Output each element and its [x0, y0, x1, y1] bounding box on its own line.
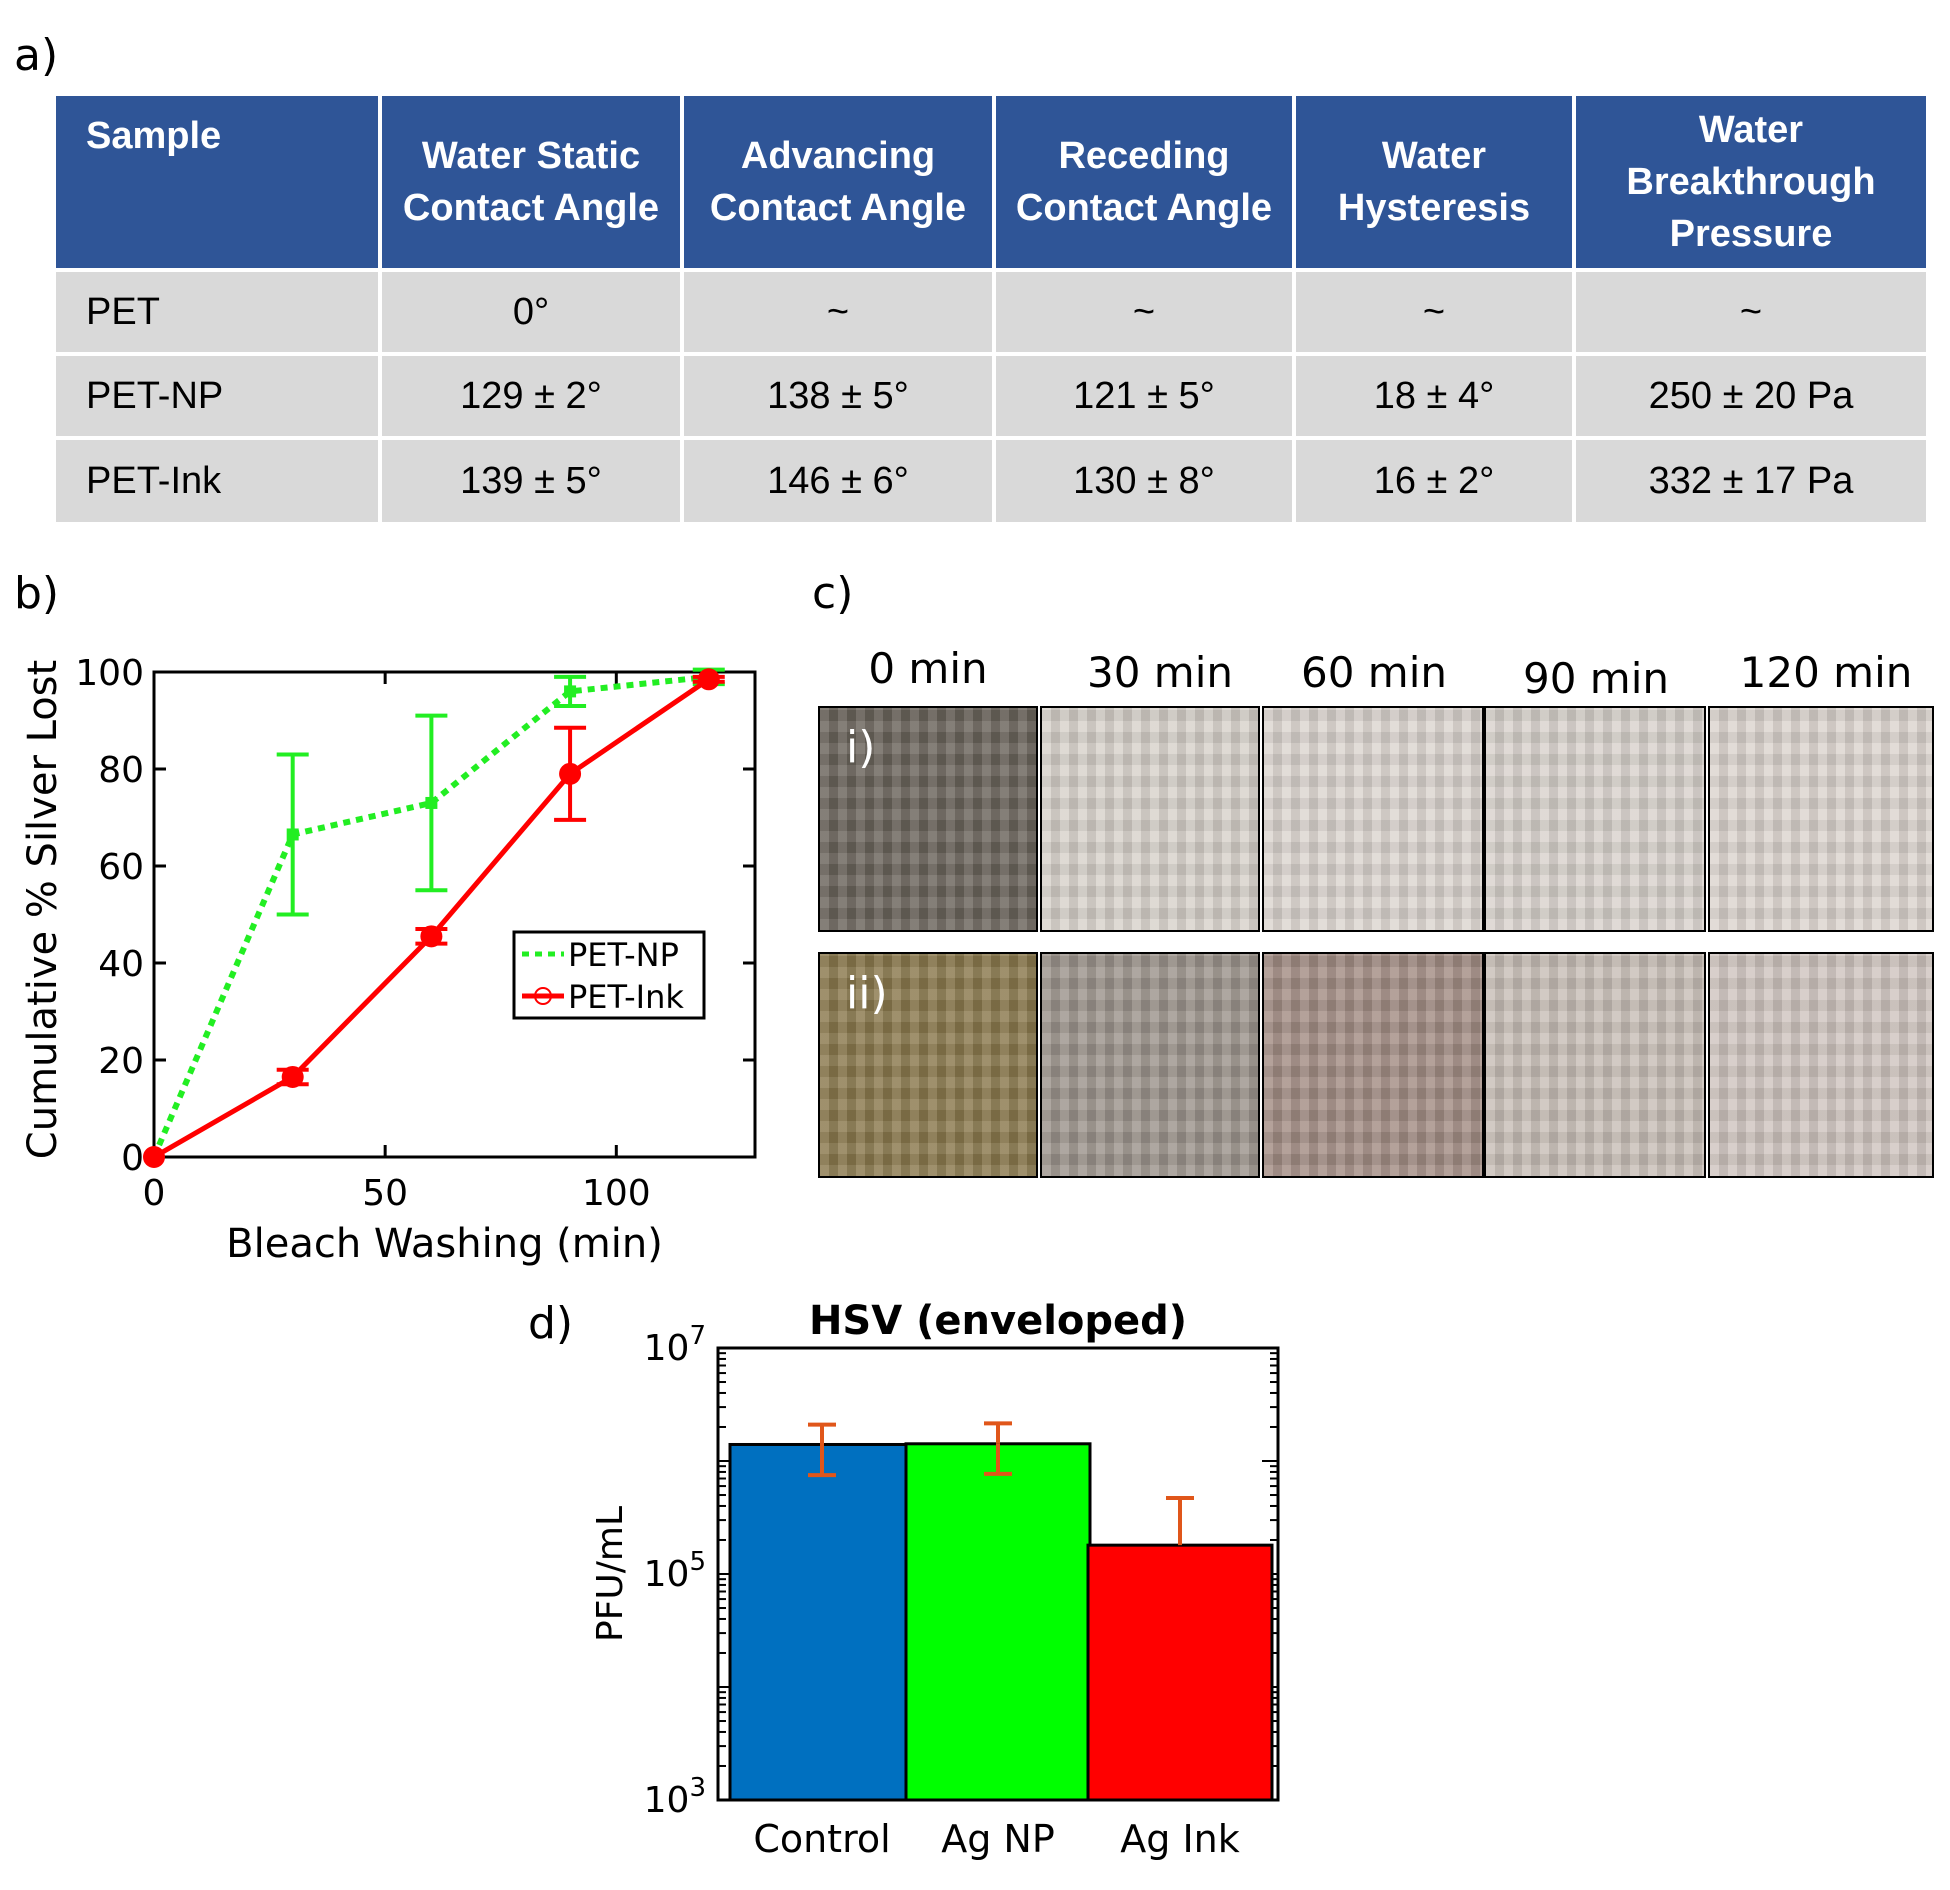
table-cell: 129 ± 2° [380, 352, 684, 438]
table-cell: 18 ± 4° [1294, 352, 1576, 438]
table-cell: PET [56, 268, 382, 354]
table-cell: PET-NP [56, 352, 382, 438]
time-label: 60 min [1301, 648, 1447, 697]
fabric-photo-tile: i) [818, 706, 1038, 932]
data-point [281, 1065, 304, 1088]
panel-label-c: c) [812, 568, 854, 619]
time-label: 30 min [1087, 648, 1233, 697]
panel-label-d: d) [528, 1298, 574, 1349]
table-cell: 0° [380, 268, 684, 354]
panel-label-b: b) [14, 568, 60, 619]
legend-label: PET-Ink [568, 978, 684, 1016]
table-header-cell: Water Breakthrough Pressure [1574, 96, 1926, 270]
table-header-row: Sample Water Static Contact Angle Advanc… [56, 96, 1926, 270]
bar-ag-ink [1086, 1543, 1274, 1802]
sample-row-label: i) [846, 722, 876, 773]
contact-angle-table: Sample Water Static Contact Angle Advanc… [56, 96, 1926, 522]
y-tick-label: 105 [644, 1547, 706, 1595]
table-row: PET-Ink 139 ± 5° 146 ± 6° 130 ± 8° 16 ± … [56, 436, 1926, 522]
table-cell: 16 ± 2° [1294, 436, 1576, 522]
table-cell: 138 ± 5° [682, 352, 996, 438]
table-row: PET 0° ~ ~ ~ ~ [56, 268, 1926, 354]
fabric-photo-tile: ii) [818, 952, 1038, 1178]
table-cell: 121 ± 5° [994, 352, 1296, 438]
fabric-photo-tile [1262, 952, 1484, 1178]
x-tick-label: 50 [362, 1173, 408, 1214]
data-point [564, 685, 577, 698]
bar-control [728, 1442, 916, 1802]
table-cell: 250 ± 20 Pa [1574, 352, 1926, 438]
x-tick-label: Control [753, 1817, 890, 1861]
y-tick-label: 80 [98, 750, 144, 791]
plot-frame [152, 670, 757, 1159]
bleach-washing-image-grid: 0 min 30 min 60 min 90 min 120 min i) ii) [818, 640, 1938, 1200]
y-tick-label-base: 10 [644, 1328, 690, 1369]
y-tick-label: 40 [98, 944, 144, 985]
table-cell: 332 ± 17 Pa [1574, 436, 1926, 522]
y-tick-label-base: 10 [644, 1554, 690, 1595]
y-tick-label-exponent: 5 [689, 1547, 706, 1577]
x-tick-label: Ag Ink [1120, 1817, 1240, 1861]
data-point [697, 668, 720, 691]
y-axis-label: PFU/mL [590, 1506, 631, 1642]
chart-title: HSV (enveloped) [809, 1298, 1187, 1344]
y-tick-label: 103 [644, 1773, 706, 1821]
y-tick-label-base: 10 [644, 1780, 690, 1821]
panel-label-a: a) [14, 30, 59, 81]
table-cell: ~ [994, 268, 1296, 354]
fabric-photo-tile [1708, 952, 1934, 1178]
table-cell: ~ [1574, 268, 1926, 354]
legend-label: PET-NP [568, 936, 679, 974]
y-tick-label: 100 [75, 653, 144, 694]
table-header-cell: Water Static Contact Angle [380, 96, 684, 270]
fabric-photo-tile [1708, 706, 1934, 932]
bar-ag-np [904, 1442, 1092, 1802]
x-tick-label: 100 [582, 1173, 651, 1214]
time-label: 0 min [868, 644, 988, 693]
y-tick-label: 0 [121, 1138, 144, 1179]
x-tick-label: 0 [143, 1173, 166, 1214]
fabric-photo-tile [1262, 706, 1484, 932]
data-point [286, 828, 299, 841]
table-cell: ~ [1294, 268, 1576, 354]
y-axis-label: Cumulative % Silver Lost [20, 660, 66, 1159]
table-row: PET-NP 129 ± 2° 138 ± 5° 121 ± 5° 18 ± 4… [56, 352, 1926, 438]
fabric-photo-tile [1484, 952, 1706, 1178]
series-line-pet-np [151, 673, 710, 1159]
y-tick-label: 20 [98, 1041, 144, 1082]
y-tick-label: 107 [644, 1321, 706, 1369]
table-header-cell: Receding Contact Angle [994, 96, 1296, 270]
x-tick-label: Ag NP [941, 1817, 1055, 1861]
fabric-photo-tile [1040, 952, 1260, 1178]
y-tick-label-exponent: 7 [689, 1321, 706, 1351]
sample-row-label: ii) [846, 968, 888, 1019]
table-header-cell: Sample [56, 96, 382, 270]
table-cell: ~ [682, 268, 996, 354]
data-point [143, 1146, 165, 1168]
legend-marker [534, 987, 552, 1005]
fabric-photo-tile [1040, 706, 1260, 932]
table-cell: 139 ± 5° [380, 436, 684, 522]
y-tick-label-exponent: 3 [689, 1773, 706, 1803]
time-label: 120 min [1739, 648, 1913, 697]
table-cell: 130 ± 8° [994, 436, 1296, 522]
table-cell: PET-Ink [56, 436, 382, 522]
data-point [425, 796, 438, 809]
data-point [420, 925, 443, 948]
table-cell: 146 ± 6° [682, 436, 996, 522]
table-header-cell: Advancing Contact Angle [682, 96, 996, 270]
data-point [559, 762, 582, 785]
time-label: 90 min [1523, 654, 1669, 703]
fabric-photo-tile [1484, 706, 1706, 932]
table-header-cell: Water Hysteresis [1294, 96, 1576, 270]
y-tick-label: 60 [98, 847, 144, 888]
x-axis-label: Bleach Washing (min) [226, 1221, 663, 1267]
